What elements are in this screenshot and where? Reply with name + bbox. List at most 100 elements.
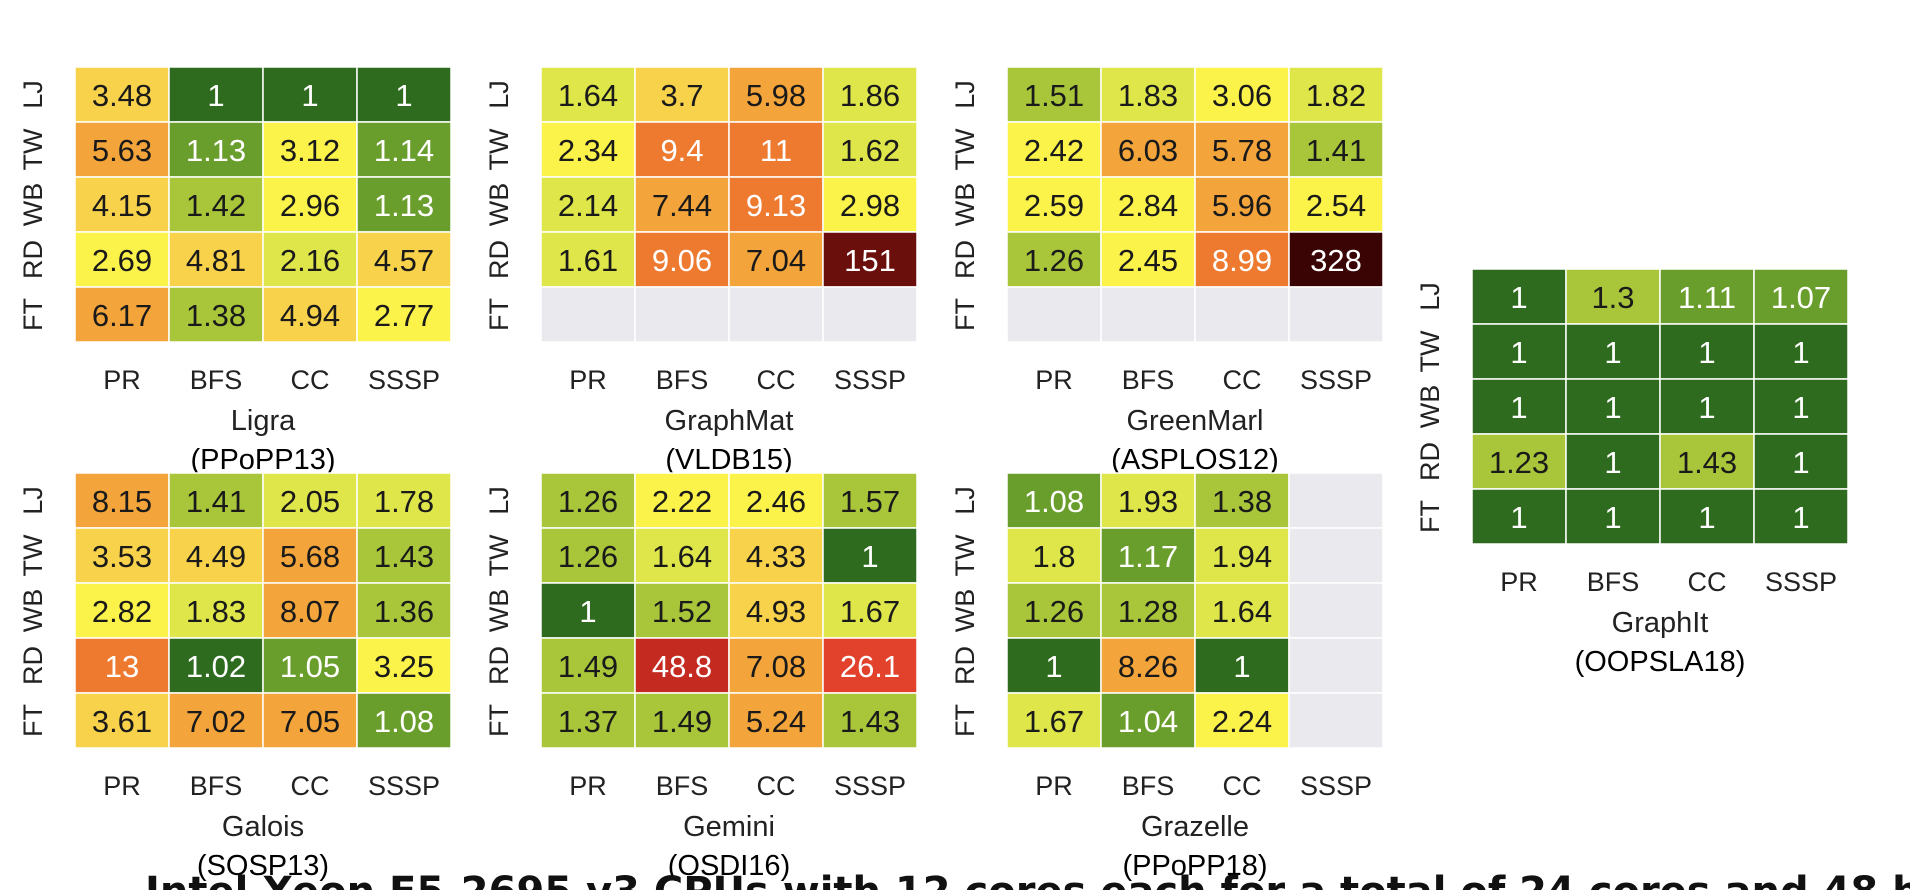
heatmap-cell [540,637,636,694]
heatmap-cell [634,582,730,639]
framework-venue: (OOPSLA18) [1575,646,1746,678]
cell-value-label: 1 [1510,390,1527,425]
cell-value-label: 1 [395,78,412,113]
column-tick-label: CC [757,771,796,801]
cell-value-label: 1 [1045,649,1062,684]
cell-value-label: 1.26 [1024,243,1084,278]
column-tick-label: CC [1223,365,1262,395]
heatmap-cell [1471,433,1567,490]
cell-value-label: 1.94 [1212,539,1272,574]
row-tick-label: TW [950,128,980,170]
heatmap-cell [1006,637,1102,694]
cell-value-label: 1 [301,78,318,113]
cell-value-label: 1.26 [1024,594,1084,629]
cell-value-label: 8.07 [280,594,340,629]
framework-venue: (PPoPP18) [1122,850,1267,882]
row-tick-label: WB [1415,385,1445,429]
framework-name: GraphMat [665,405,794,437]
cell-value-label: 1.49 [558,649,618,684]
cell-value-label: 1.11 [1678,280,1736,315]
row-tick-label: WB [18,589,48,633]
cell-value-label: 3.06 [1212,78,1272,113]
cell-value-label: 1.17 [1118,539,1178,574]
cell-value-label: 2.96 [280,188,340,223]
cell-value-label: 8.26 [1118,649,1178,684]
heatmap-cell [168,637,264,694]
heatmap-cell [1288,121,1384,178]
cell-value-label: 1.82 [1306,78,1366,113]
cell-value-label: 4.94 [280,298,340,333]
row-tick-label: LJ [18,80,48,109]
cell-value-label: 1.64 [558,78,618,113]
cell-value-label: 1.43 [374,539,434,574]
column-tick-label: CC [1223,771,1262,801]
row-tick-label: RD [950,240,980,279]
heatmap-panel-graphit: 1 1.3 1.11 1.07 1 1 1 1 1 1 1 1 1.23 1 1.43 1 1 1 1 1 LJ TW WB… [1415,268,1849,678]
row-tick-label: TW [18,128,48,170]
heatmap-cell [168,121,264,178]
cell-value-label: 7.04 [746,243,806,278]
cell-value-label: 1.43 [840,704,900,739]
cell-value-label: 5.98 [746,78,806,113]
heatmap-cell [262,472,358,529]
heatmap-cell [1565,268,1661,325]
cell-value-label: 3.25 [374,649,434,684]
row-tick-label: WB [950,589,980,633]
cell-value-label: 4.15 [92,188,152,223]
row-tick-label: RD [18,240,48,279]
framework-name: Grazelle [1141,811,1249,843]
cell-value-label: 2.14 [558,188,618,223]
row-tick-label: LJ [18,486,48,515]
column-tick-label: BFS [190,771,243,801]
column-tick-label: BFS [1587,567,1640,597]
cell-value-label: 6.03 [1118,133,1178,168]
cell-value-label: 1.26 [558,484,618,519]
heatmap-cell [1565,323,1661,380]
heatmap-cell [262,286,358,343]
heatmap-panels: 3.48 1 1 15.63 1.13 3.12 1.144.15 1.42 2.96 1.132… [18,66,1849,882]
heatmap-cell [1100,692,1196,749]
heatmap-cell [1288,472,1384,529]
cell-value-label: 2.34 [558,133,618,168]
cell-value-label: 1.07 [1771,280,1831,315]
heatmap-cell [540,472,636,529]
heatmap-cell [1659,433,1755,490]
heatmap-cell [1194,692,1290,749]
heatmap-cell [728,692,824,749]
cell-value-label: 1.41 [186,484,246,519]
cell-value-label: 1.05 [280,649,340,684]
heatmap-cell [728,176,824,233]
heatmap-cell [540,692,636,749]
row-tick-label: TW [484,534,514,576]
column-tick-label: SSSP [368,365,440,395]
cell-value-label: 1.04 [1118,704,1178,739]
row-tick-label: FT [484,704,514,737]
cell-value-label: 3.61 [92,704,152,739]
cell-value-label: 3.48 [92,78,152,113]
cell-value-label: 2.69 [92,243,152,278]
heatmap-cell [1006,231,1102,288]
cell-value-label: 1.62 [840,133,900,168]
cell-value-label: 2.42 [1024,133,1084,168]
cell-value-label: 1 [1792,390,1809,425]
cell-value-label: 1.37 [558,704,618,739]
cell-value-label: 1.51 [1024,78,1084,113]
cell-value-label: 151 [844,243,896,278]
cell-value-label: 7.08 [746,649,806,684]
heatmap-cell [74,582,170,639]
column-tick-label: PR [103,365,141,395]
heatmap-cell [634,637,730,694]
heatmap-cell [822,121,918,178]
row-tick-label: RD [1415,442,1445,481]
column-tick-label: SSSP [368,771,440,801]
row-tick-label: TW [1415,330,1445,372]
cell-value-label: 4.49 [186,539,246,574]
row-tick-label: FT [950,704,980,737]
column-tick-label: SSSP [1765,567,1837,597]
heatmap-cell [728,286,824,343]
cell-value-label: 1.3 [1591,280,1634,315]
cell-value-label: 8.99 [1212,243,1272,278]
row-tick-label: FT [18,298,48,331]
heatmap-cell [1100,472,1196,529]
row-tick-label: TW [484,128,514,170]
